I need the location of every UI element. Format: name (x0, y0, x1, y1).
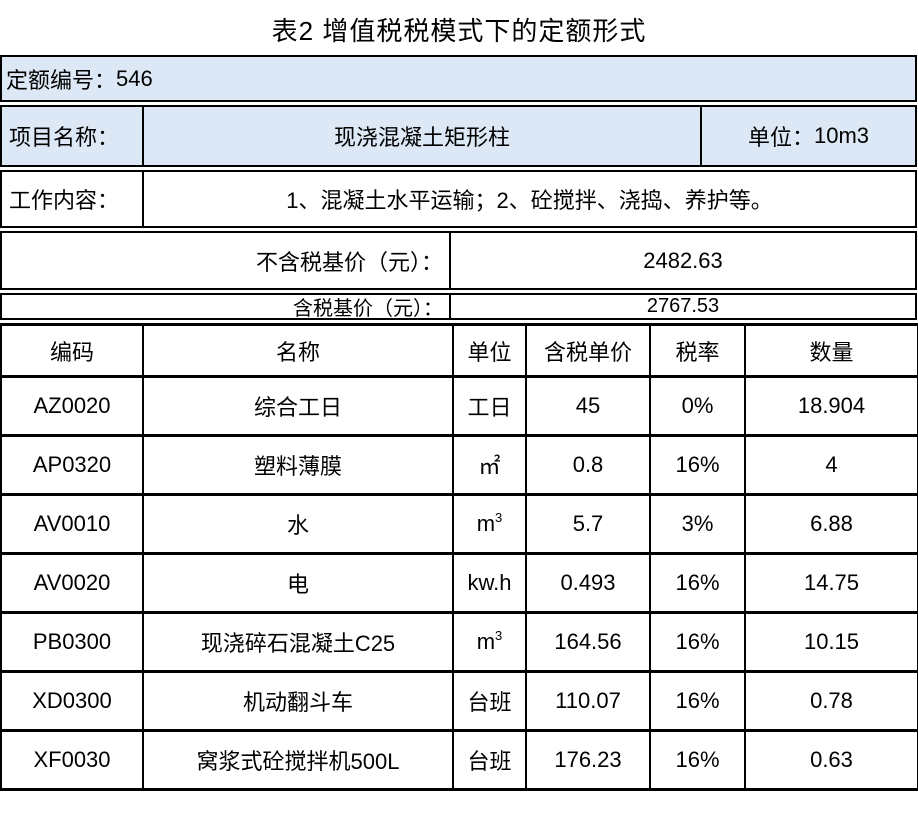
quota-number-label: 定额编号： (6, 67, 117, 93)
item-unit: ㎡ (452, 434, 527, 496)
item-code: AV0020 (0, 552, 144, 614)
item-unit-base: ㎡ (478, 454, 501, 479)
item-unit-superscript: 3 (495, 510, 503, 525)
col-header-qty: 数量 (744, 323, 918, 378)
item-qty: 4 (744, 434, 918, 496)
item-price: 0.8 (525, 434, 651, 496)
item-code: XD0300 (0, 670, 144, 732)
item-row: XD0300 机动翻斗车 台班 110.07 16% 0.78 (0, 670, 918, 732)
item-row: PB0300 现浇碎石混凝土C25 m3 164.56 16% 10.15 (0, 611, 918, 673)
item-rate: 16% (649, 729, 746, 791)
item-unit-base: 工日 (467, 395, 512, 420)
base-price-excl-tax-value: 2482.63 (643, 247, 723, 273)
item-unit: m3 (452, 493, 527, 555)
item-row: AZ0020 综合工日 工日 45 0% 18.904 (0, 375, 918, 437)
item-unit-base: 台班 (467, 749, 512, 774)
col-header-rate: 税率 (649, 323, 746, 378)
work-content-row: 工作内容： 1、混凝土水平运输；2、砼搅拌、浇捣、养护等。 (0, 170, 917, 228)
item-name: 塑料薄膜 (142, 434, 454, 496)
item-name: 综合工日 (142, 375, 454, 437)
col-header-name: 名称 (142, 323, 454, 378)
project-name-label: 项目名称： (2, 107, 144, 165)
quota-number-row: 定额编号： 546 (0, 55, 917, 102)
base-price-excl-tax-row: 不含税基价（元）： 2482.63 (0, 231, 917, 290)
item-code: AV0010 (0, 493, 144, 555)
item-unit: 工日 (452, 375, 527, 437)
col-header-price: 含税单价 (525, 323, 651, 378)
item-code: PB0300 (0, 611, 144, 673)
col-header-code: 编码 (0, 323, 144, 378)
item-price: 176.23 (525, 729, 651, 791)
item-unit: kw.h (452, 552, 527, 614)
item-price: 164.56 (525, 611, 651, 673)
quota-number-cell: 定额编号： 546 (2, 57, 915, 100)
item-name: 水 (142, 493, 454, 555)
work-content-value: 1、混凝土水平运输；2、砼搅拌、浇捣、养护等。 (286, 188, 773, 213)
item-row: AP0320 塑料薄膜 ㎡ 0.8 16% 4 (0, 434, 918, 496)
item-rate: 0% (649, 375, 746, 437)
item-price: 45 (525, 375, 651, 437)
page-title: 表2 增值税税模式下的定额形式 (271, 16, 647, 46)
item-rate: 16% (649, 670, 746, 732)
item-qty: 0.63 (744, 729, 918, 791)
item-unit-base: kw.h (467, 570, 512, 595)
item-price: 0.493 (525, 552, 651, 614)
item-name: 现浇碎石混凝土C25 (142, 611, 454, 673)
item-code: XF0030 (0, 729, 144, 791)
quota-number-value: 546 (116, 65, 153, 91)
items-table: 编码 名称 单位 含税单价 税率 数量 AZ0020 综合工日 工日 45 0%… (0, 323, 918, 791)
item-rate: 3% (649, 493, 746, 555)
project-unit-label: 单位： (747, 125, 814, 150)
item-qty: 6.88 (744, 493, 918, 555)
item-unit: 台班 (452, 729, 527, 791)
item-name: 机动翻斗车 (142, 670, 454, 732)
item-unit-base: m (476, 511, 496, 536)
item-code: AZ0020 (0, 375, 144, 437)
item-unit: m3 (452, 611, 527, 673)
item-name: 电 (142, 552, 454, 614)
item-row: AV0010 水 m3 5.7 3% 6.88 (0, 493, 918, 555)
item-rate: 16% (649, 552, 746, 614)
item-code: AP0320 (0, 434, 144, 496)
work-content-label: 工作内容： (2, 172, 144, 226)
base-price-incl-tax-label: 含税基价（元）： (2, 295, 451, 320)
item-rate: 16% (649, 611, 746, 673)
item-unit-base: 台班 (467, 690, 512, 715)
base-price-incl-tax-row: 含税基价（元）： 2767.53 (0, 293, 917, 320)
item-unit-superscript: 3 (495, 628, 503, 643)
project-name-value: 现浇混凝土矩形柱 (144, 107, 702, 165)
item-name: 窝浆式砼搅拌机500L (142, 729, 454, 791)
item-qty: 18.904 (744, 375, 918, 437)
item-qty: 0.78 (744, 670, 918, 732)
item-row: XF0030 窝浆式砼搅拌机500L 台班 176.23 16% 0.63 (0, 729, 918, 791)
base-price-excl-tax-label: 不含税基价（元）： (2, 233, 451, 288)
item-rate: 16% (649, 434, 746, 496)
project-unit-cell: 单位： 10m3 (702, 107, 915, 165)
items-header-row: 编码 名称 单位 含税单价 税率 数量 (0, 323, 918, 378)
item-unit: 台班 (452, 670, 527, 732)
item-unit-base: m (476, 629, 496, 654)
item-row: AV0020 电 kw.h 0.493 16% 14.75 (0, 552, 918, 614)
project-name-row: 项目名称： 现浇混凝土矩形柱 单位： 10m3 (0, 105, 917, 167)
project-unit-value: 10m3 (813, 123, 870, 148)
col-header-unit: 单位 (452, 323, 527, 378)
item-qty: 10.15 (744, 611, 918, 673)
item-price: 110.07 (525, 670, 651, 732)
item-qty: 14.75 (744, 552, 918, 614)
item-price: 5.7 (525, 493, 651, 555)
quota-form-page: 表2 增值税税模式下的定额形式 定额编号： 546 项目名称： 现浇混凝土矩形柱 … (0, 16, 918, 791)
base-price-incl-tax-value: 2767.53 (646, 295, 720, 317)
